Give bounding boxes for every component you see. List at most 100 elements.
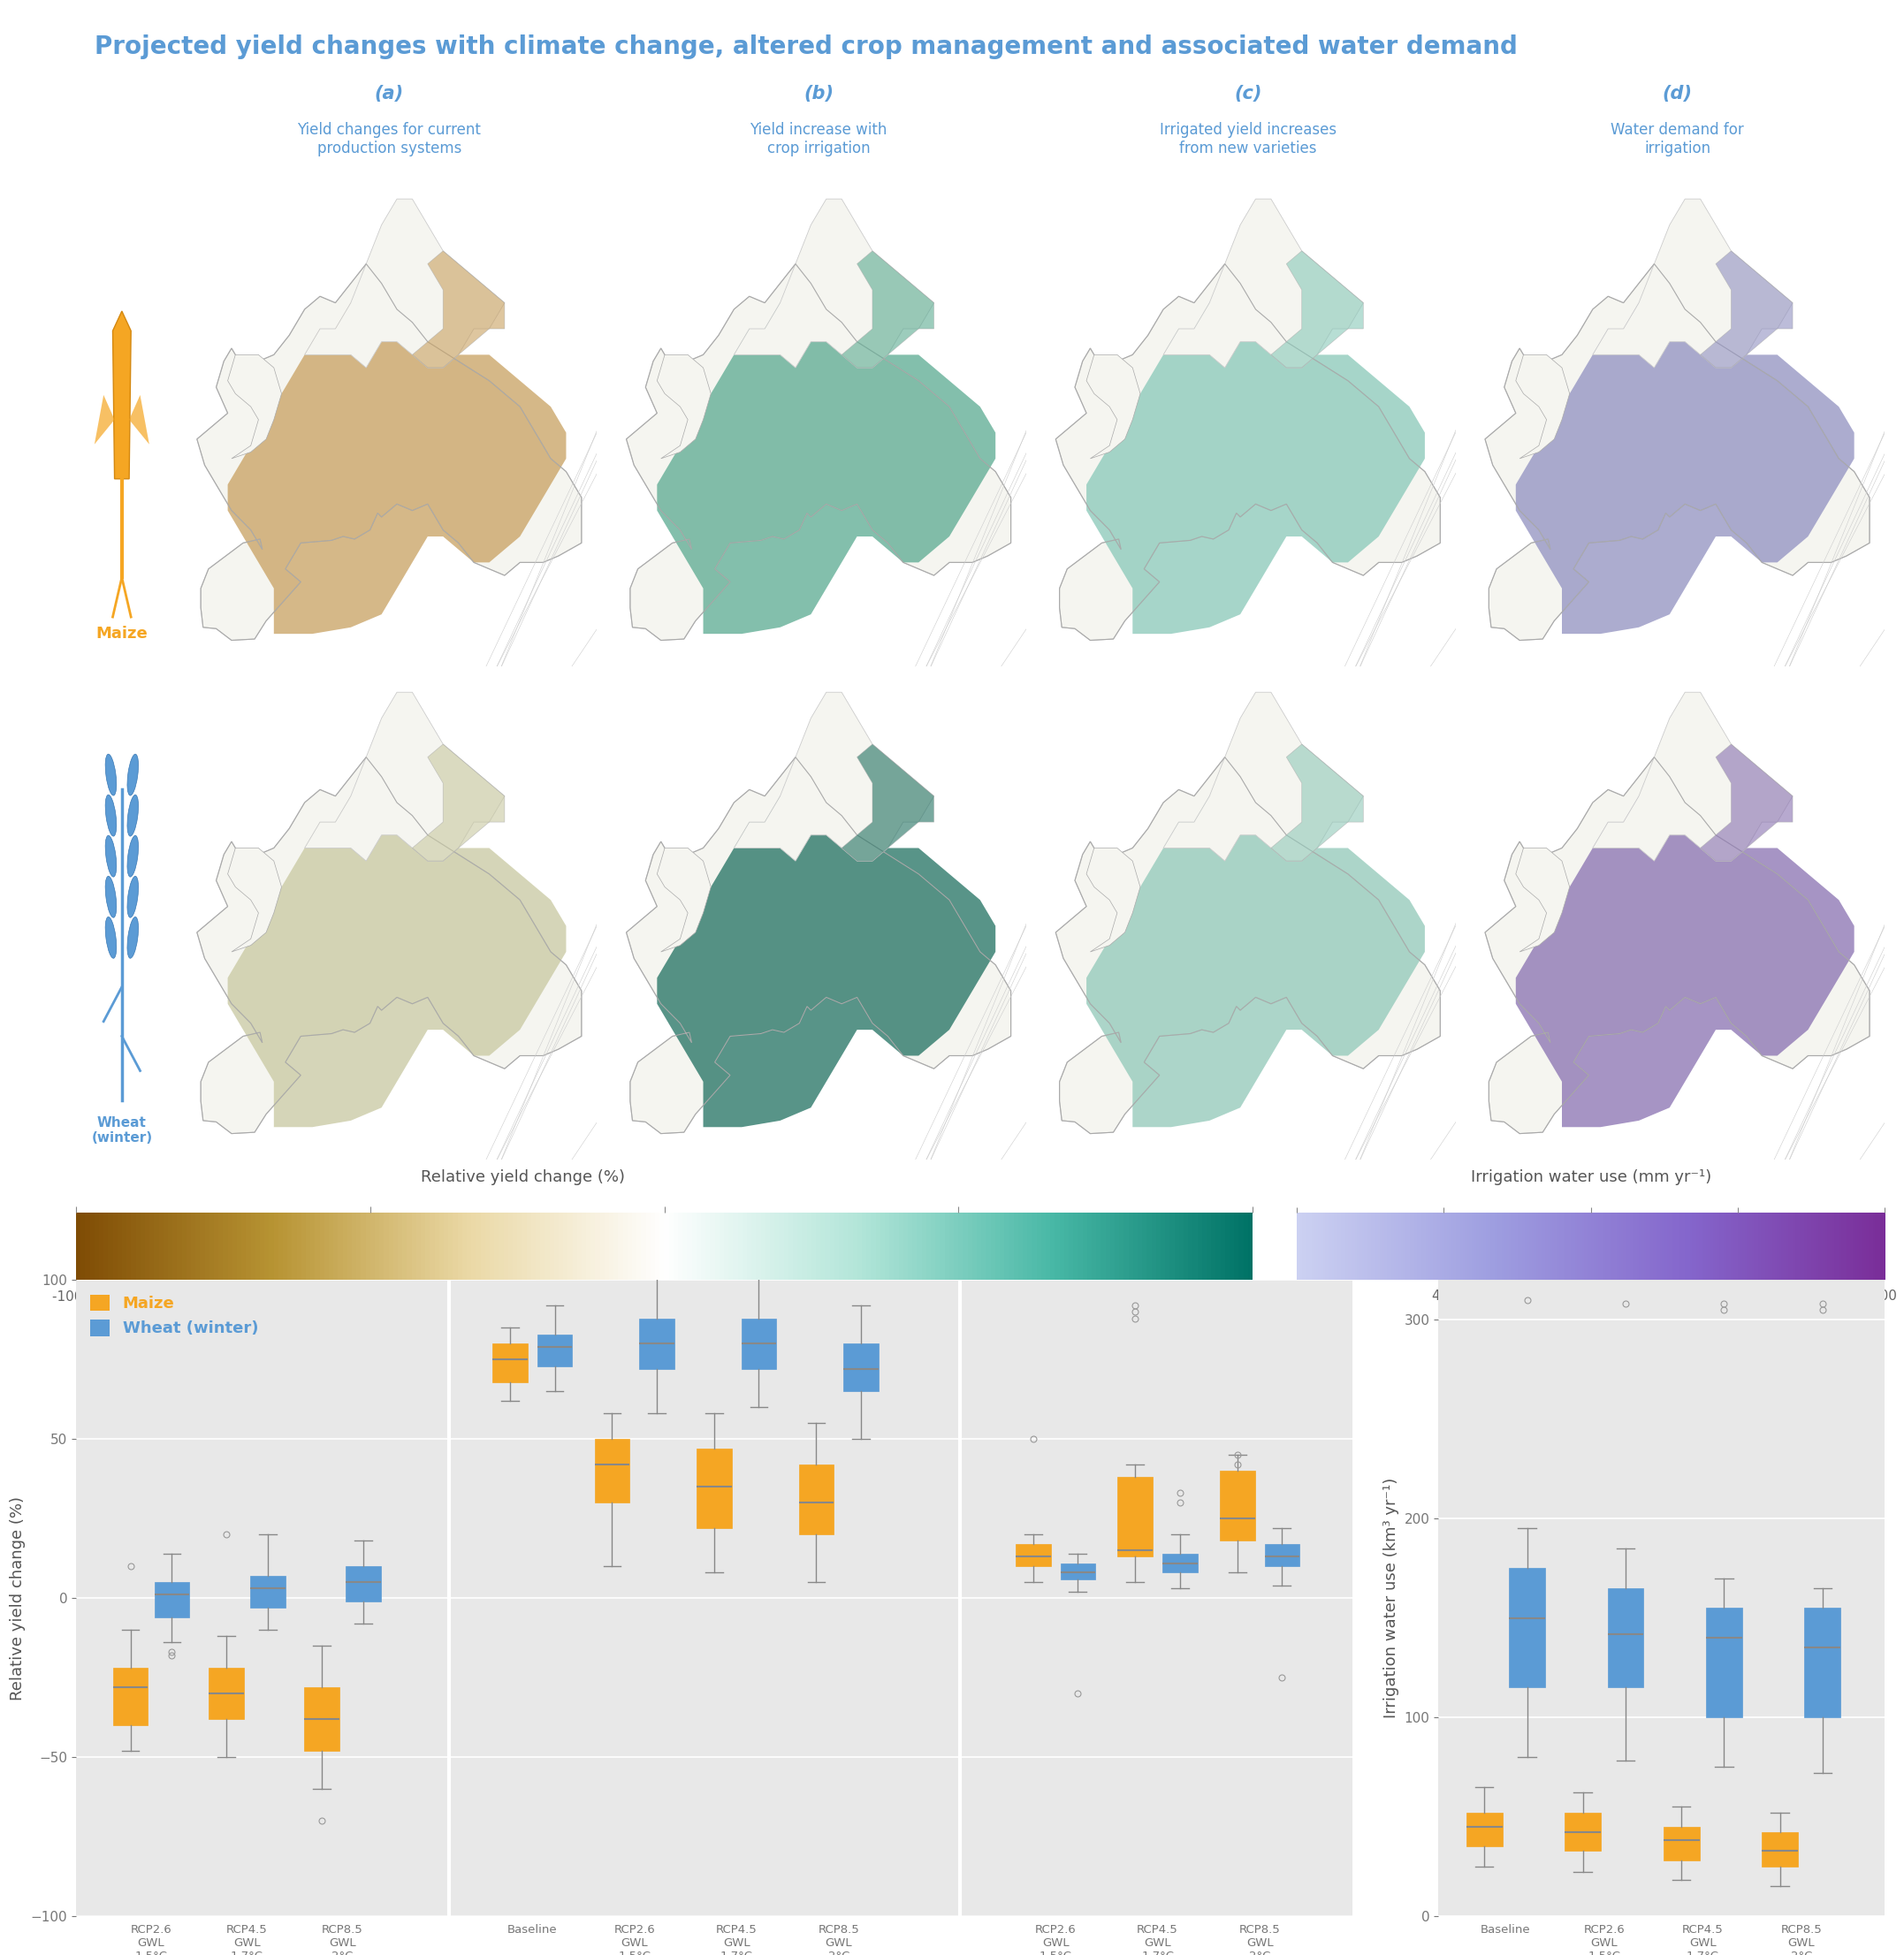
- Y-axis label: Irrigation water use (km³ yr⁻¹): Irrigation water use (km³ yr⁻¹): [1384, 1478, 1399, 1718]
- PathPatch shape: [697, 1449, 731, 1529]
- Ellipse shape: [128, 917, 139, 958]
- Polygon shape: [1592, 199, 1794, 368]
- PathPatch shape: [1061, 1564, 1095, 1580]
- PathPatch shape: [640, 1318, 674, 1368]
- PathPatch shape: [209, 1668, 244, 1718]
- Polygon shape: [305, 692, 505, 860]
- PathPatch shape: [537, 1333, 573, 1367]
- PathPatch shape: [594, 1439, 630, 1503]
- Polygon shape: [1516, 796, 1854, 1128]
- Polygon shape: [842, 745, 935, 860]
- Text: (b): (b): [803, 84, 834, 102]
- Polygon shape: [1163, 199, 1363, 368]
- PathPatch shape: [493, 1343, 527, 1382]
- PathPatch shape: [1015, 1544, 1051, 1566]
- PathPatch shape: [1264, 1544, 1300, 1566]
- Text: Relative yield change (%): Relative yield change (%): [421, 1169, 625, 1185]
- Polygon shape: [1163, 692, 1363, 860]
- Polygon shape: [89, 250, 173, 289]
- PathPatch shape: [1805, 1607, 1841, 1716]
- Text: Projected yield changes with climate change, altered crop management and associa: Projected yield changes with climate cha…: [93, 35, 1517, 59]
- Text: Yield increase with
crop irrigation: Yield increase with crop irrigation: [750, 121, 887, 156]
- Polygon shape: [1087, 303, 1424, 633]
- PathPatch shape: [112, 1668, 149, 1724]
- Polygon shape: [228, 303, 565, 633]
- Polygon shape: [626, 264, 1011, 641]
- Polygon shape: [733, 692, 935, 860]
- Ellipse shape: [128, 835, 139, 878]
- Text: Yield changes for current
production systems: Yield changes for current production sys…: [297, 121, 482, 156]
- Text: Irrigated yield increases
from new varieties: Irrigated yield increases from new varie…: [1160, 121, 1337, 156]
- Polygon shape: [1055, 757, 1439, 1134]
- PathPatch shape: [798, 1464, 834, 1535]
- Polygon shape: [112, 311, 131, 479]
- Ellipse shape: [105, 917, 116, 958]
- Y-axis label: Relative yield change (%): Relative yield change (%): [10, 1496, 27, 1701]
- Polygon shape: [842, 250, 935, 368]
- Polygon shape: [626, 757, 1011, 1134]
- Polygon shape: [1055, 264, 1439, 641]
- Polygon shape: [228, 354, 282, 459]
- PathPatch shape: [1510, 1568, 1544, 1687]
- PathPatch shape: [1664, 1826, 1700, 1861]
- Polygon shape: [1087, 354, 1140, 459]
- Ellipse shape: [105, 755, 116, 796]
- PathPatch shape: [1706, 1607, 1742, 1716]
- Text: Irrigation water use (mm yr⁻¹): Irrigation water use (mm yr⁻¹): [1470, 1169, 1712, 1185]
- Polygon shape: [1516, 848, 1569, 952]
- Polygon shape: [1516, 303, 1854, 633]
- Polygon shape: [1485, 264, 1870, 641]
- Polygon shape: [228, 796, 565, 1128]
- Polygon shape: [196, 757, 581, 1134]
- Polygon shape: [1485, 757, 1870, 1134]
- Ellipse shape: [105, 796, 116, 837]
- PathPatch shape: [1761, 1832, 1797, 1867]
- Polygon shape: [657, 303, 996, 633]
- Polygon shape: [1377, 745, 1462, 784]
- Text: Water demand for
irrigation: Water demand for irrigation: [1611, 121, 1744, 156]
- Text: (c): (c): [1234, 84, 1262, 102]
- Polygon shape: [657, 354, 710, 459]
- Polygon shape: [1700, 745, 1794, 860]
- PathPatch shape: [741, 1318, 777, 1368]
- Polygon shape: [1700, 250, 1794, 368]
- Polygon shape: [1377, 250, 1462, 289]
- PathPatch shape: [843, 1343, 878, 1392]
- PathPatch shape: [1565, 1812, 1601, 1849]
- Ellipse shape: [105, 835, 116, 878]
- Polygon shape: [657, 848, 710, 952]
- Ellipse shape: [128, 796, 139, 837]
- Polygon shape: [305, 199, 505, 368]
- PathPatch shape: [154, 1582, 188, 1617]
- PathPatch shape: [1607, 1587, 1643, 1687]
- Polygon shape: [1087, 796, 1424, 1128]
- Polygon shape: [733, 199, 935, 368]
- PathPatch shape: [1118, 1478, 1152, 1556]
- Legend: Maize, Wheat (winter): Maize, Wheat (winter): [84, 1288, 265, 1343]
- Polygon shape: [1272, 250, 1363, 368]
- Polygon shape: [89, 745, 173, 784]
- Polygon shape: [948, 250, 1032, 289]
- PathPatch shape: [1220, 1470, 1255, 1541]
- Ellipse shape: [105, 876, 116, 917]
- Text: Wheat
(winter): Wheat (winter): [91, 1116, 152, 1146]
- Polygon shape: [1272, 745, 1363, 860]
- Text: Maize: Maize: [95, 626, 149, 641]
- PathPatch shape: [347, 1566, 381, 1601]
- Polygon shape: [948, 745, 1032, 784]
- Polygon shape: [518, 250, 604, 289]
- Ellipse shape: [128, 755, 139, 796]
- Polygon shape: [228, 848, 282, 952]
- PathPatch shape: [249, 1576, 286, 1607]
- Polygon shape: [95, 395, 114, 444]
- Polygon shape: [518, 745, 604, 784]
- Polygon shape: [657, 796, 996, 1128]
- Polygon shape: [1592, 692, 1794, 860]
- Polygon shape: [413, 250, 505, 368]
- Polygon shape: [1087, 848, 1140, 952]
- Polygon shape: [196, 264, 581, 641]
- PathPatch shape: [305, 1687, 339, 1750]
- Polygon shape: [129, 395, 149, 444]
- Ellipse shape: [128, 876, 139, 917]
- PathPatch shape: [1466, 1812, 1502, 1846]
